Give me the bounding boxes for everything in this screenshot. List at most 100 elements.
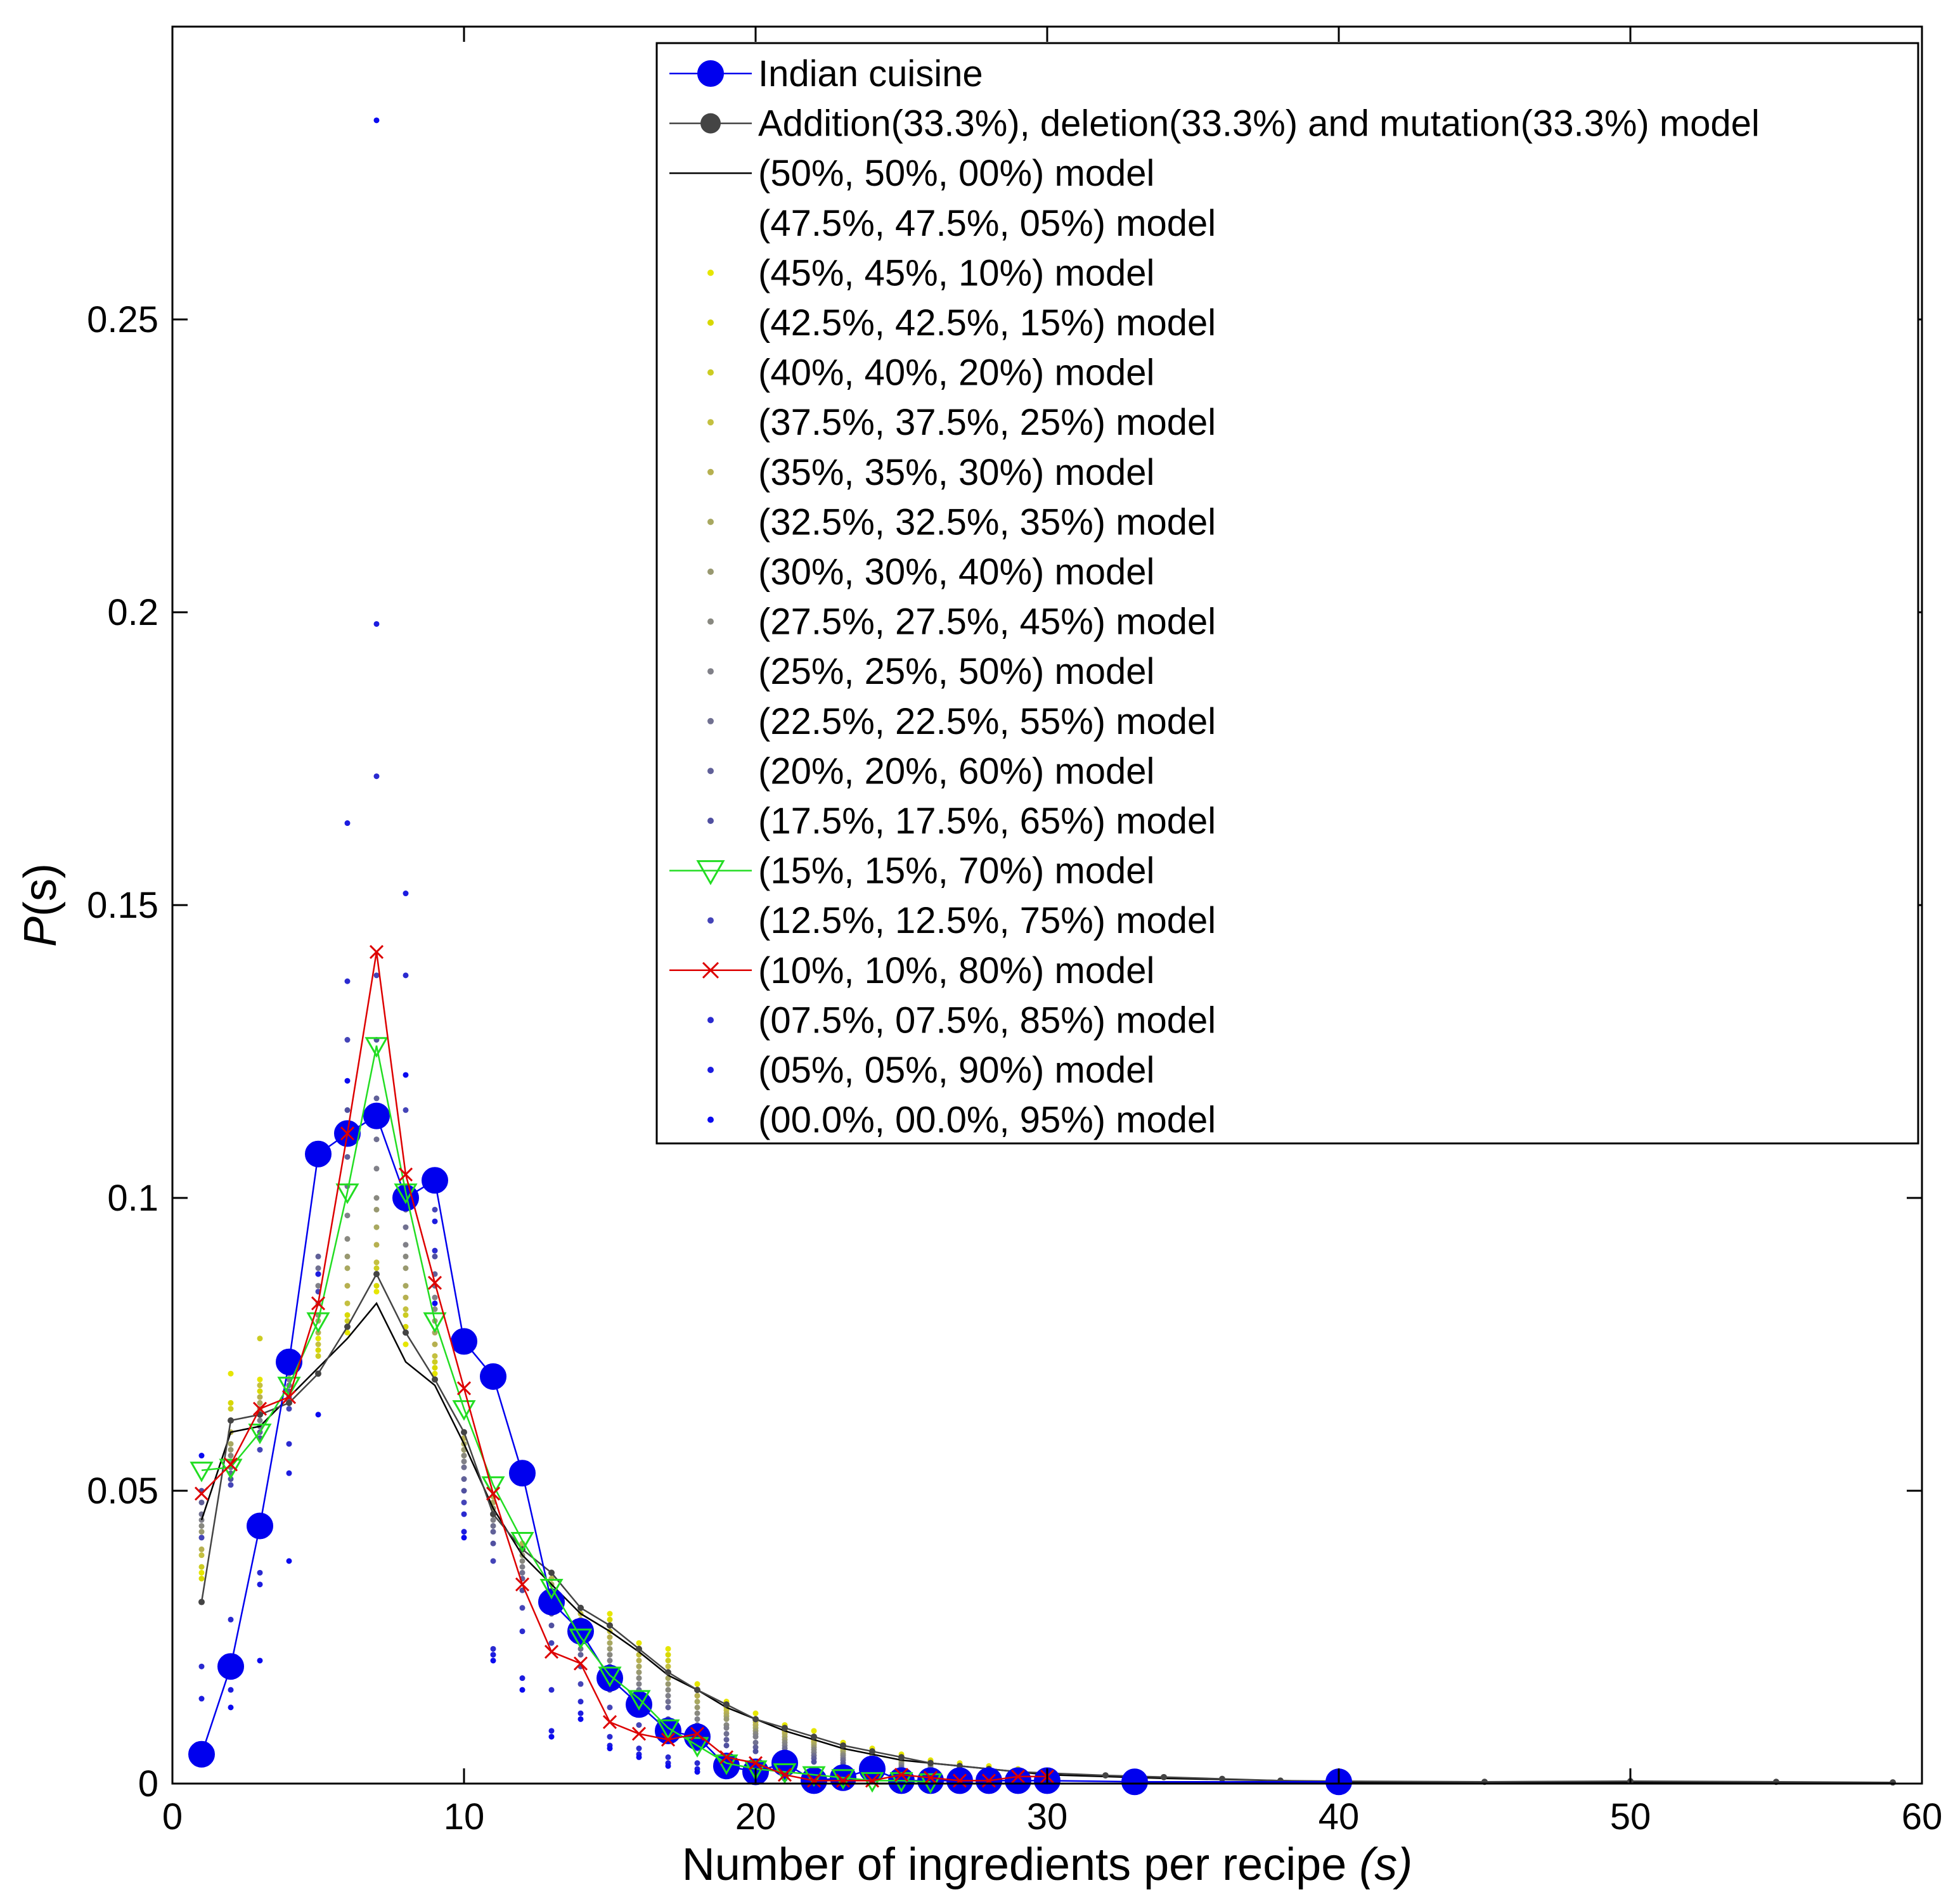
data-point: [228, 1482, 234, 1488]
data-point: [257, 1388, 263, 1394]
data-point: [1121, 1768, 1148, 1796]
data-point: [363, 1102, 390, 1129]
data-point: [228, 1370, 234, 1377]
data-point: [423, 1312, 447, 1334]
data-point: [835, 1773, 851, 1788]
data-point: [894, 1768, 909, 1782]
legend-entry: (47.5%, 47.5%, 05%) model: [758, 203, 1216, 244]
legend-label: (30%, 30%, 40%) model: [758, 551, 1154, 593]
data-point: [665, 1663, 671, 1669]
data-point: [707, 1116, 714, 1123]
data-point: [432, 1359, 438, 1365]
data-point: [373, 972, 380, 979]
data-point: [490, 1645, 496, 1652]
legend-entry: (45%, 45%, 10%) model: [707, 252, 1154, 293]
data-point: [228, 1704, 234, 1711]
data-point: [286, 1406, 292, 1412]
data-point: [486, 1486, 501, 1501]
data-point: [696, 860, 725, 885]
data-point: [607, 1746, 613, 1752]
data-point: [286, 1399, 292, 1406]
data-point: [707, 717, 714, 724]
data-point: [198, 1564, 205, 1570]
data-point: [665, 1645, 671, 1652]
data-point: [1161, 1773, 1167, 1780]
legend-label: (50%, 50%, 00%) model: [758, 153, 1154, 194]
data-point: [510, 1532, 534, 1553]
data-point: [548, 1728, 555, 1734]
data-point: [840, 1742, 846, 1749]
data-point: [228, 1417, 234, 1424]
data-point: [461, 1476, 467, 1483]
data-point: [607, 1640, 613, 1646]
data-point: [190, 1462, 214, 1483]
data-point: [451, 1328, 477, 1355]
data-point: [631, 1727, 647, 1741]
data-point: [707, 917, 714, 924]
data-point: [373, 1206, 380, 1213]
data-point: [519, 1628, 525, 1635]
data-point: [577, 1604, 584, 1611]
data-point: [538, 1588, 565, 1616]
legend-label: (07.5%, 07.5%, 85%) model: [758, 1000, 1216, 1041]
data-point: [723, 1742, 730, 1749]
data-point: [315, 1283, 321, 1289]
legend-entry: (32.5%, 32.5%, 35%) model: [707, 501, 1216, 543]
data-point: [403, 1341, 409, 1348]
data-point: [707, 768, 714, 775]
data-point: [432, 1253, 438, 1259]
data-point: [344, 1236, 351, 1242]
legend-entry: (22.5%, 22.5%, 55%) model: [707, 701, 1216, 742]
data-point: [694, 1687, 700, 1694]
data-point: [403, 1242, 409, 1248]
data-point: [461, 1464, 467, 1470]
data-point: [694, 1769, 700, 1775]
data-point: [427, 1275, 442, 1290]
data-point: [626, 1691, 652, 1718]
data-point: [373, 621, 380, 627]
data-point: [602, 1714, 617, 1730]
data-point: [373, 1265, 380, 1271]
data-point: [752, 1716, 759, 1723]
data-point: [373, 1259, 380, 1266]
data-point: [1890, 1779, 1896, 1786]
data-point: [373, 1289, 380, 1295]
legend-label: (27.5%, 27.5%, 45%) model: [758, 601, 1216, 643]
y-axis-title: P(s): [15, 863, 66, 947]
data-point: [898, 1754, 905, 1761]
data-point: [596, 1664, 623, 1692]
data-point: [403, 1312, 409, 1318]
data-point: [636, 1645, 642, 1652]
data-point: [1219, 1775, 1225, 1782]
legend-entry: Addition(33.3%), deletion(33.3%) and mut…: [669, 103, 1760, 145]
data-point: [927, 1759, 934, 1766]
data-point: [811, 1734, 817, 1740]
legend-entry: (25%, 25%, 50%) model: [707, 651, 1154, 692]
data-point: [636, 1657, 642, 1664]
data-point: [257, 1417, 263, 1424]
data-point: [344, 1283, 351, 1289]
x-tick-label: 50: [1610, 1796, 1651, 1837]
legend-entry: (10%, 10%, 80%) model: [669, 950, 1154, 991]
data-point: [665, 1681, 671, 1687]
data-point: [188, 1740, 215, 1768]
data-point: [344, 1213, 351, 1219]
data-point: [577, 1681, 584, 1687]
data-point: [515, 1577, 530, 1592]
data-point: [228, 1406, 234, 1412]
legend-label: (00.0%, 00.0%, 95%) model: [758, 1100, 1216, 1141]
data-point: [723, 1725, 730, 1731]
data-point: [577, 1710, 584, 1716]
data-point: [723, 1737, 730, 1743]
data-point: [340, 1126, 355, 1141]
data-point: [198, 1522, 205, 1529]
data-point: [228, 1453, 234, 1459]
data-point: [607, 1622, 613, 1629]
data-point: [286, 1558, 292, 1564]
data-point: [252, 1401, 268, 1416]
data-point: [519, 1605, 525, 1611]
data-point: [1010, 1769, 1026, 1784]
data-point: [461, 1511, 467, 1517]
data-point: [707, 1017, 714, 1024]
